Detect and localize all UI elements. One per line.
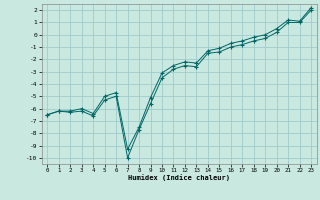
X-axis label: Humidex (Indice chaleur): Humidex (Indice chaleur) (128, 175, 230, 181)
